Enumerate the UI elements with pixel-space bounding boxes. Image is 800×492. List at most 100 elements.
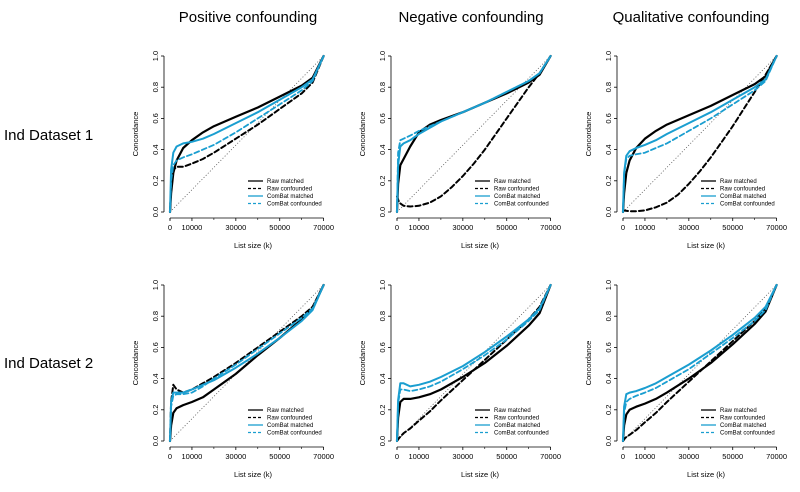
y-tick-label: 1.0 — [151, 51, 160, 61]
y-tick-label: 1.0 — [151, 280, 160, 290]
legend-label-raw-matched: Raw matched — [267, 408, 304, 414]
y-tick-label: 0.0 — [378, 436, 387, 446]
y-axis-title: Concordance — [358, 341, 367, 386]
chart-panel-r1-c1: 0.0 0.2 0.4 0.6 0.8 1.0 0 10000 30000 50000 70000 L… — [358, 280, 561, 479]
x-tick-label: 0 — [395, 452, 399, 461]
y-tick-label: 0.4 — [151, 144, 160, 154]
series-line-combat-matched — [169, 55, 325, 213]
x-tick-label: 30000 — [452, 452, 473, 461]
y-tick-label: 0.2 — [378, 405, 387, 415]
y-tick-label: 0.4 — [378, 144, 387, 154]
x-tick-label: 70000 — [540, 452, 561, 461]
series-line-raw-confounded — [169, 284, 325, 442]
legend-label-raw-confounded: Raw confounded — [720, 187, 765, 193]
y-tick-label: 0.8 — [378, 82, 387, 92]
y-tick-label: 0.0 — [604, 207, 613, 217]
chart-panel-r0-c2: 0.0 0.2 0.4 0.6 0.8 1.0 0 10000 30000 50000 70000 L… — [584, 51, 787, 250]
legend-label-combat-matched: ComBat matched — [267, 423, 313, 429]
y-tick-label: 0.0 — [604, 436, 613, 446]
series-line-combat-matched — [622, 284, 778, 442]
y-tick-label: 0.6 — [604, 113, 613, 123]
legend-label-raw-confounded: Raw confounded — [267, 416, 312, 422]
chart-panel-r0-c1: 0.0 0.2 0.4 0.6 0.8 1.0 0 10000 30000 50000 70000 L… — [358, 51, 561, 250]
series-line-raw-matched — [395, 54, 552, 214]
x-axis-title: List size (k) — [461, 241, 499, 250]
legend-label-raw-confounded: Raw confounded — [720, 416, 765, 422]
x-axis-title: List size (k) — [461, 470, 499, 479]
y-tick-label: 0.6 — [151, 113, 160, 123]
x-tick-label: 50000 — [722, 223, 743, 232]
y-tick-label: 0.4 — [151, 373, 160, 383]
y-tick-label: 1.0 — [378, 280, 387, 290]
series-line-raw-matched — [395, 283, 552, 443]
x-tick-label: 0 — [168, 223, 172, 232]
y-tick-label: 0.2 — [151, 405, 160, 415]
row-label-dataset-2: Ind Dataset 2 — [4, 355, 93, 372]
legend-label-combat-confounded: ComBat confounded — [720, 202, 775, 208]
legend-label-combat-matched: ComBat matched — [494, 423, 540, 429]
y-tick-label: 1.0 — [604, 51, 613, 61]
y-tick-label: 0.0 — [151, 436, 160, 446]
x-tick-label: 10000 — [635, 223, 656, 232]
series-line-combat-confounded — [396, 55, 552, 213]
x-tick-label: 10000 — [409, 223, 430, 232]
chart-panels: 0.0 0.2 0.4 0.6 0.8 1.0 0 10000 30000 50000 70000 L… — [131, 51, 787, 479]
series-line-raw-matched — [621, 54, 778, 214]
series-line-raw-confounded — [396, 55, 552, 208]
legend-label-combat-confounded: ComBat confounded — [267, 431, 322, 437]
y-tick-label: 0.8 — [151, 82, 160, 92]
x-tick-label: 50000 — [722, 452, 743, 461]
legend-label-combat-confounded: ComBat confounded — [720, 431, 775, 437]
x-tick-label: 30000 — [452, 223, 473, 232]
series-line-raw-matched — [621, 283, 778, 443]
y-tick-label: 0.4 — [604, 373, 613, 383]
legend-label-combat-confounded: ComBat confounded — [494, 202, 549, 208]
series-line-combat-matched — [622, 55, 778, 213]
y-tick-label: 0.8 — [378, 311, 387, 321]
legend-label-combat-confounded: ComBat confounded — [494, 431, 549, 437]
series-line-raw-confounded — [622, 55, 778, 213]
x-tick-label: 0 — [621, 452, 625, 461]
y-tick-label: 0.2 — [604, 176, 613, 186]
x-tick-label: 50000 — [496, 452, 517, 461]
y-tick-label: 0.6 — [151, 342, 160, 352]
x-axis-title: List size (k) — [687, 470, 725, 479]
chart-panel-r1-c2: 0.0 0.2 0.4 0.6 0.8 1.0 0 10000 30000 50000 70000 L… — [584, 280, 787, 479]
y-axis-title: Concordance — [131, 341, 140, 386]
x-tick-label: 10000 — [409, 452, 430, 461]
x-tick-label: 10000 — [182, 223, 203, 232]
x-tick-label: 70000 — [313, 452, 334, 461]
x-axis-title: List size (k) — [687, 241, 725, 250]
x-tick-label: 30000 — [678, 223, 699, 232]
legend-label-raw-matched: Raw matched — [720, 179, 757, 185]
legend-label-combat-matched: ComBat matched — [720, 423, 766, 429]
column-title-qualitative: Qualitative confounding — [613, 9, 770, 26]
x-tick-label: 0 — [621, 223, 625, 232]
y-tick-label: 0.4 — [378, 373, 387, 383]
legend-label-raw-matched: Raw matched — [494, 408, 531, 414]
reference-diagonal — [169, 284, 324, 442]
x-tick-label: 70000 — [766, 452, 787, 461]
y-tick-label: 1.0 — [604, 280, 613, 290]
y-tick-label: 0.2 — [604, 405, 613, 415]
y-tick-label: 0.8 — [604, 82, 613, 92]
x-tick-label: 70000 — [313, 223, 334, 232]
y-tick-label: 0.4 — [604, 144, 613, 154]
series-line-combat-confounded — [622, 284, 778, 442]
column-title-positive: Positive confounding — [179, 9, 317, 26]
y-axis-title: Concordance — [584, 112, 593, 157]
legend-label-raw-matched: Raw matched — [720, 408, 757, 414]
legend-label-raw-confounded: Raw confounded — [267, 187, 312, 193]
y-tick-label: 0.2 — [378, 176, 387, 186]
x-tick-label: 30000 — [678, 452, 699, 461]
legend-label-combat-matched: ComBat matched — [267, 194, 313, 200]
y-tick-label: 1.0 — [378, 51, 387, 61]
series-line-raw-confounded — [169, 55, 325, 213]
y-tick-label: 0.8 — [151, 311, 160, 321]
x-tick-label: 10000 — [635, 452, 656, 461]
legend-label-combat-confounded: ComBat confounded — [267, 202, 322, 208]
series-line-combat-matched — [396, 284, 552, 442]
legend-label-raw-confounded: Raw confounded — [494, 416, 539, 422]
series-line-combat-confounded — [622, 55, 778, 213]
